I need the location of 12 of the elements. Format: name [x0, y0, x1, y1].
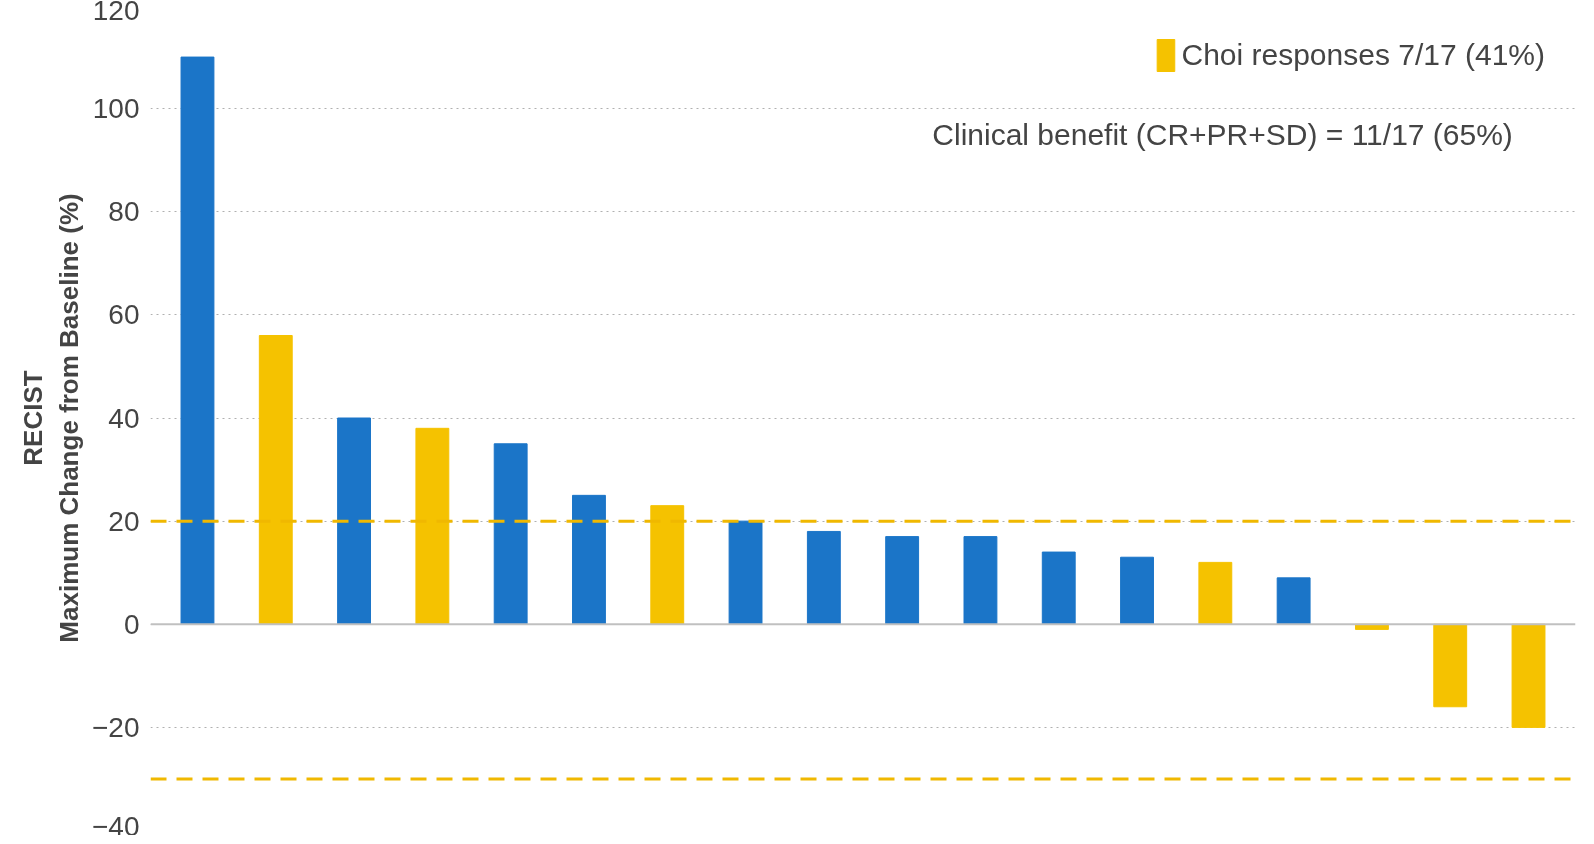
y-tick-label: −40	[92, 810, 140, 842]
legend-label: Choi responses 7/17 (41%)	[1181, 38, 1545, 72]
y-tick-label: 80	[108, 196, 140, 228]
y-axis-title: RECIST Maximum Change from Baseline (%)	[18, 193, 84, 643]
y-tick-label: 40	[108, 402, 140, 434]
y-tick-label: 120	[92, 0, 140, 26]
y-tick-label: 20	[108, 505, 140, 537]
y-tick-label: 60	[108, 299, 140, 331]
y-tick-label: 100	[92, 93, 140, 125]
annotation: Clinical benefit (CR+PR+SD) = 11/17 (65%)	[932, 117, 1513, 151]
y-tick-label: −20	[92, 711, 140, 743]
y-tick-label: 0	[123, 608, 140, 640]
